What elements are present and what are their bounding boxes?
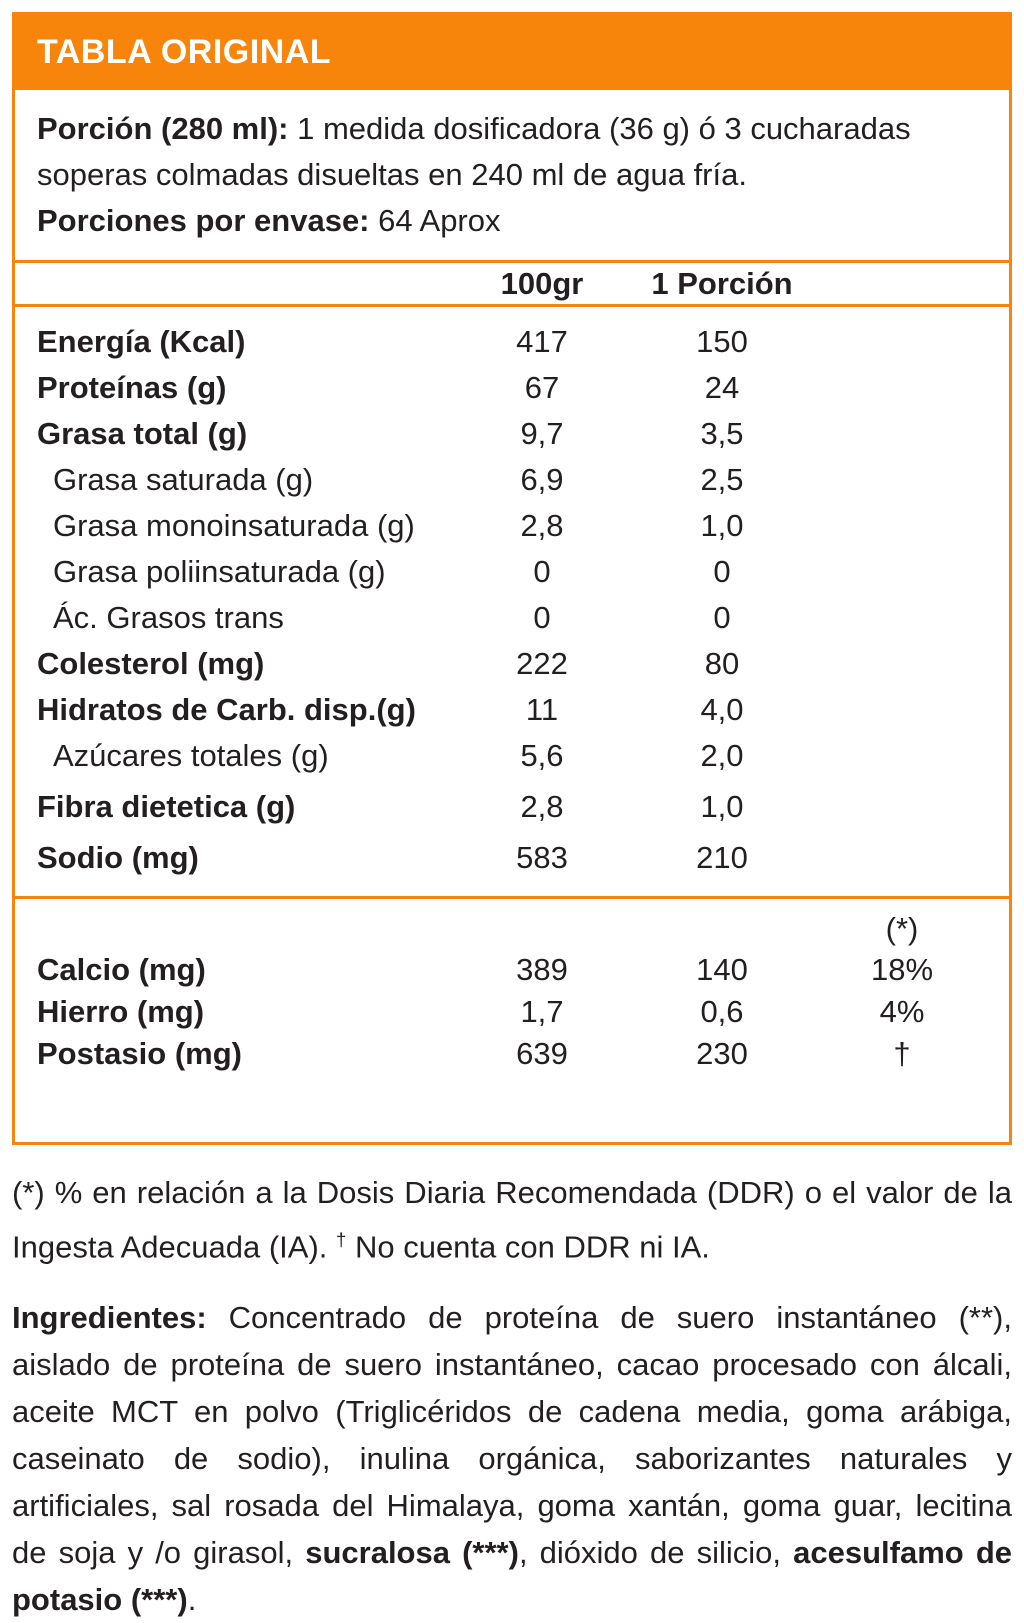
row-value-portion: 150	[696, 324, 748, 359]
minerals-section: (*) Calcio (mg) 389 140 18% Hierro (mg) …	[15, 899, 1009, 1142]
ingredients-bold-acesulfamo: acesulfamo de potasio (***)	[12, 1535, 1013, 1618]
row-value-ddr: 4%	[879, 994, 925, 1029]
column-header-portion: 1 Porción	[651, 265, 793, 301]
row-value-portion: 24	[704, 370, 740, 405]
row-label: Proteínas (g)	[37, 370, 227, 405]
ddr-header-row: (*)	[15, 909, 1009, 949]
ingredients-text-3: .	[187, 1582, 197, 1618]
row-label: Ác. Grasos trans	[53, 600, 284, 635]
row-label: Azúcares totales (g)	[53, 738, 329, 773]
row-value-portion: 4,0	[700, 692, 744, 727]
row-label: Colesterol (mg)	[37, 646, 265, 681]
table-row: Hierro (mg) 1,7 0,6 4%	[15, 991, 1009, 1033]
dagger-symbol: †	[336, 1229, 347, 1250]
row-value-portion: 0,6	[700, 994, 744, 1029]
table-title-band: TABLA ORIGINAL	[15, 15, 1009, 90]
serving-size-label: Porción (280 ml):	[37, 111, 289, 146]
column-header-100g: 100gr	[500, 265, 584, 301]
row-value-portion: 2,5	[700, 462, 744, 497]
row-value-100g: 6,9	[520, 462, 564, 497]
row-value-100g: 389	[516, 952, 568, 987]
column-header-ddr: (*)	[885, 911, 919, 946]
serving-size-line: Porción (280 ml): 1 medida dosificadora …	[37, 106, 987, 198]
row-label: Grasa monoinsaturada (g)	[53, 508, 415, 543]
row-label: Grasa saturada (g)	[53, 462, 314, 497]
column-header-row: 100gr 1 Porción	[15, 263, 1009, 307]
row-value-portion: 0	[713, 600, 731, 635]
row-value-100g: 2,8	[520, 789, 564, 824]
row-value-portion: 230	[696, 1036, 748, 1071]
table-row: Hidratos de Carb. disp.(g) 11 4,0	[15, 687, 1009, 733]
ddr-footnote: (*) % en relación a la Dosis Diaria Reco…	[12, 1169, 1012, 1270]
row-value-100g: 0	[533, 600, 551, 635]
row-value-portion: 2,0	[700, 738, 744, 773]
table-row: Proteínas (g) 67 24	[15, 365, 1009, 411]
serving-info-section: Porción (280 ml): 1 medida dosificadora …	[15, 90, 1009, 263]
row-label: Grasa poliinsaturada (g)	[53, 554, 386, 589]
row-value-ddr: 18%	[870, 952, 934, 987]
row-value-100g: 67	[524, 370, 560, 405]
row-value-100g: 0	[533, 554, 551, 589]
row-value-100g: 9,7	[520, 416, 564, 451]
row-value-100g: 1,7	[520, 994, 564, 1029]
row-value-portion: 0	[713, 554, 731, 589]
row-label: Energía (Kcal)	[37, 324, 246, 359]
row-value-portion: 1,0	[700, 508, 744, 543]
row-label: Hidratos de Carb. disp.(g)	[37, 692, 416, 727]
nutrition-table-card: TABLA ORIGINAL Porción (280 ml): 1 medid…	[12, 12, 1012, 1145]
row-value-100g: 11	[525, 692, 559, 727]
row-value-100g: 417	[516, 324, 568, 359]
table-row: Azúcares totales (g) 5,6 2,0	[15, 733, 1009, 779]
table-row: Grasa poliinsaturada (g) 0 0	[15, 549, 1009, 595]
ingredients-text-2: , dióxido de silicio,	[518, 1535, 794, 1571]
row-value-100g: 222	[516, 646, 568, 681]
table-row: Colesterol (mg) 222 80	[15, 641, 1009, 687]
footer: (*) % en relación a la Dosis Diaria Reco…	[0, 1169, 1024, 1623]
row-label: Postasio (mg)	[37, 1036, 242, 1071]
serving-size-text: 1 medida dosificadora (36 g) ó 3 cuchara…	[37, 111, 911, 192]
row-label: Hierro (mg)	[37, 994, 205, 1029]
table-row: Fibra dietetica (g) 2,8 1,0	[15, 784, 1009, 830]
nutrients-section: Energía (Kcal) 417 150 Proteínas (g) 67 …	[15, 307, 1009, 899]
ddr-footnote-text: (*) % en relación a la Dosis Diaria Reco…	[12, 1175, 1012, 1265]
table-row: Grasa saturada (g) 6,9 2,5	[15, 457, 1009, 503]
ingredients-paragraph: Ingredientes: Concentrado de proteína de…	[12, 1294, 1012, 1623]
table-row: Ác. Grasos trans 0 0	[15, 595, 1009, 641]
row-label: Grasa total (g)	[37, 416, 248, 451]
row-value-100g: 2,8	[520, 508, 564, 543]
row-value-portion: 210	[696, 840, 748, 875]
row-label: Fibra dietetica (g)	[37, 789, 296, 824]
row-value-ddr: †	[893, 1036, 911, 1071]
servings-per-container-label: Porciones por envase:	[37, 203, 370, 238]
row-value-portion: 80	[704, 646, 740, 681]
row-value-portion: 140	[696, 952, 748, 987]
page-title: TABLA ORIGINAL	[37, 33, 332, 71]
ingredients-bold-sucralosa: sucralosa (***)	[305, 1535, 519, 1571]
row-value-100g: 583	[516, 840, 568, 875]
servings-per-container-value: 64 Aprox	[369, 203, 501, 238]
row-label: Calcio (mg)	[37, 952, 206, 987]
table-row: Energía (Kcal) 417 150	[15, 319, 1009, 365]
table-row: Calcio (mg) 389 140 18%	[15, 949, 1009, 991]
servings-per-container-line: Porciones por envase: 64 Aprox	[37, 198, 987, 244]
row-value-portion: 1,0	[700, 789, 744, 824]
dagger-footnote-text: No cuenta con DDR ni IA.	[346, 1229, 710, 1265]
table-row: Postasio (mg) 639 230 †	[15, 1033, 1009, 1075]
row-value-100g: 5,6	[520, 738, 564, 773]
row-value-portion: 3,5	[700, 416, 744, 451]
ingredients-text-1: Concentrado de proteína de suero instant…	[12, 1300, 1012, 1571]
table-row: Grasa monoinsaturada (g) 2,8 1,0	[15, 503, 1009, 549]
table-row: Grasa total (g) 9,7 3,5	[15, 411, 1009, 457]
table-row: Sodio (mg) 583 210	[15, 835, 1009, 881]
row-value-100g: 639	[516, 1036, 568, 1071]
ingredients-label: Ingredientes:	[12, 1300, 207, 1336]
row-label: Sodio (mg)	[37, 840, 199, 875]
